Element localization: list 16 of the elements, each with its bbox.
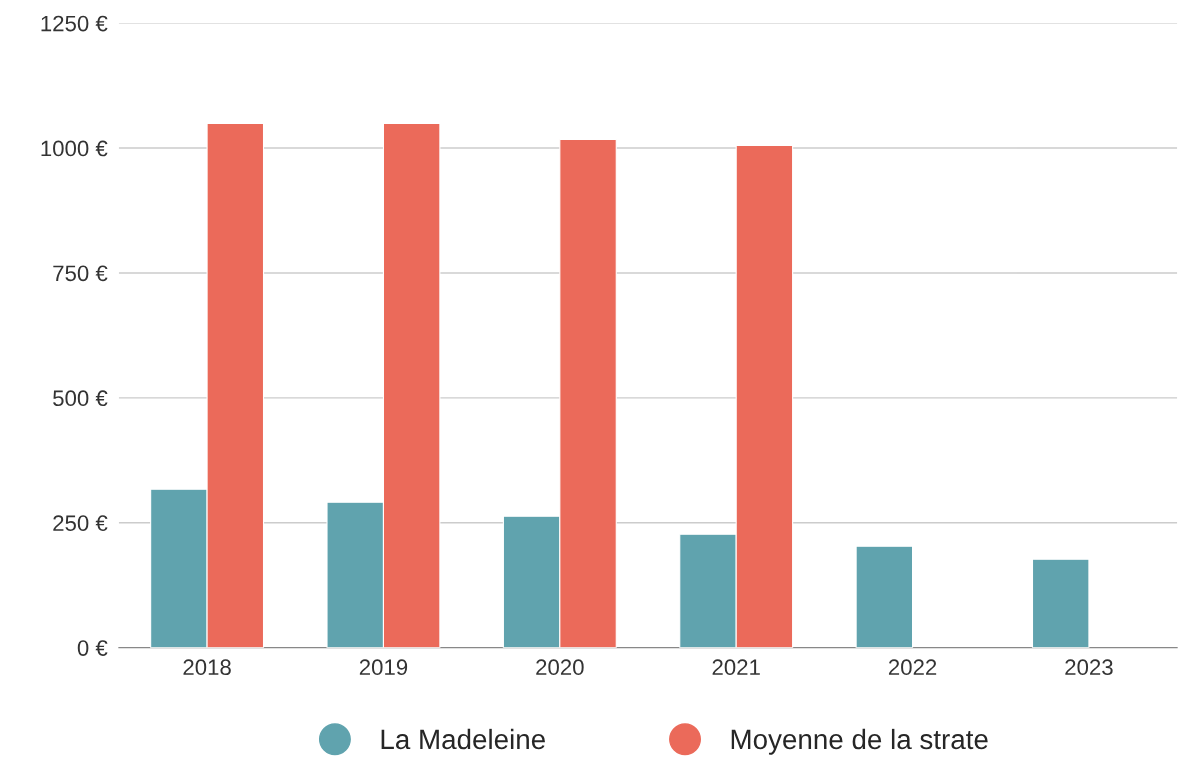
x-tick-label: 2022 (888, 659, 937, 676)
y-tick-label: 1250 € (41, 15, 108, 32)
x-tick-label: 2018 (183, 659, 231, 676)
x-tick-label: 2023 (1065, 659, 1113, 676)
x-tick-label: 2021 (712, 659, 760, 676)
y-tick-label: 250 € (53, 515, 108, 532)
y-tick-label: 500 € (53, 390, 108, 407)
legend-label: Moyenne de la strate (731, 728, 988, 755)
legend-label: La Madeleine (381, 728, 545, 750)
bar (855, 545, 914, 648)
bar (1031, 558, 1090, 648)
x-tick-label: 2020 (536, 659, 584, 676)
x-tick-label: 2019 (359, 659, 408, 676)
y-tick-label: 0 € (77, 640, 108, 656)
y-tick-label: 1000 € (41, 140, 108, 157)
y-tick-label: 750 € (53, 265, 108, 282)
